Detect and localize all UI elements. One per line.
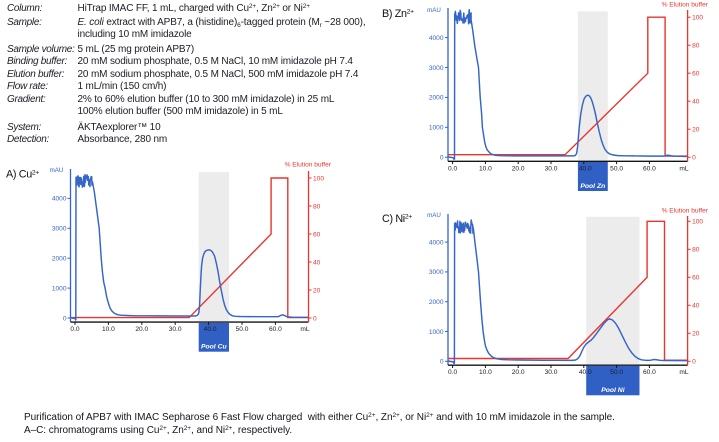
svg-text:1000: 1000 bbox=[429, 125, 444, 132]
svg-text:0: 0 bbox=[313, 315, 317, 322]
svg-text:mL: mL bbox=[679, 165, 688, 172]
svg-text:3000: 3000 bbox=[429, 269, 444, 276]
svg-text:Pool Zn: Pool Zn bbox=[580, 183, 605, 190]
svg-text:50.0: 50.0 bbox=[610, 165, 623, 172]
svg-text:40: 40 bbox=[692, 99, 700, 106]
svg-text:2000: 2000 bbox=[52, 256, 67, 263]
svg-text:2000: 2000 bbox=[429, 299, 444, 306]
svg-text:0.0: 0.0 bbox=[448, 369, 457, 376]
svg-text:Pool Ni: Pool Ni bbox=[601, 387, 625, 394]
svg-text:0.0: 0.0 bbox=[448, 165, 457, 172]
svg-text:30.0: 30.0 bbox=[545, 369, 558, 376]
svg-text:2000: 2000 bbox=[429, 95, 444, 102]
svg-text:50.0: 50.0 bbox=[236, 326, 249, 333]
svg-text:100: 100 bbox=[692, 219, 703, 226]
svg-text:0: 0 bbox=[692, 155, 696, 162]
svg-text:30.0: 30.0 bbox=[545, 165, 558, 172]
svg-text:30.0: 30.0 bbox=[169, 326, 182, 333]
svg-text:mL: mL bbox=[679, 369, 688, 376]
svg-text:% Elution buffer: % Elution buffer bbox=[285, 161, 332, 168]
svg-text:20: 20 bbox=[313, 287, 321, 294]
svg-text:A) Cu2+: A) Cu2+ bbox=[6, 169, 39, 181]
svg-text:60.0: 60.0 bbox=[643, 369, 656, 376]
svg-text:4000: 4000 bbox=[52, 196, 67, 203]
svg-text:80: 80 bbox=[313, 203, 321, 210]
svg-text:60.0: 60.0 bbox=[269, 326, 282, 333]
svg-text:4000: 4000 bbox=[429, 35, 444, 42]
svg-text:4000: 4000 bbox=[429, 239, 444, 246]
svg-text:0: 0 bbox=[440, 359, 444, 366]
svg-text:40: 40 bbox=[692, 303, 700, 310]
svg-text:40: 40 bbox=[313, 259, 321, 266]
svg-text:mAU: mAU bbox=[427, 212, 441, 219]
svg-text:40.0: 40.0 bbox=[579, 165, 592, 172]
svg-text:1000: 1000 bbox=[429, 329, 444, 336]
svg-text:60: 60 bbox=[692, 275, 700, 282]
svg-text:20.0: 20.0 bbox=[512, 165, 525, 172]
svg-text:10.0: 10.0 bbox=[102, 326, 115, 333]
svg-text:10.0: 10.0 bbox=[479, 369, 492, 376]
svg-text:20: 20 bbox=[692, 127, 700, 134]
svg-text:60: 60 bbox=[692, 71, 700, 78]
svg-text:mAU: mAU bbox=[50, 167, 64, 174]
svg-text:0: 0 bbox=[692, 359, 696, 366]
svg-text:10.0: 10.0 bbox=[479, 165, 492, 172]
svg-text:B) Zn2+: B) Zn2+ bbox=[382, 8, 414, 20]
svg-text:100: 100 bbox=[313, 175, 324, 182]
svg-text:0: 0 bbox=[440, 155, 444, 162]
svg-text:80: 80 bbox=[692, 247, 700, 254]
svg-text:80: 80 bbox=[692, 43, 700, 50]
svg-text:60.0: 60.0 bbox=[643, 165, 656, 172]
svg-text:C) Ni2+: C) Ni2+ bbox=[382, 213, 412, 225]
svg-text:20: 20 bbox=[692, 331, 700, 338]
svg-text:0: 0 bbox=[63, 315, 67, 322]
svg-text:20.0: 20.0 bbox=[512, 369, 525, 376]
svg-text:% Elution buffer: % Elution buffer bbox=[662, 2, 709, 9]
svg-text:40.0: 40.0 bbox=[204, 326, 217, 333]
svg-text:20.0: 20.0 bbox=[135, 326, 148, 333]
svg-text:3000: 3000 bbox=[429, 65, 444, 72]
svg-text:100: 100 bbox=[692, 15, 703, 22]
svg-text:3000: 3000 bbox=[52, 226, 67, 233]
svg-text:0.0: 0.0 bbox=[70, 326, 79, 333]
svg-text:1000: 1000 bbox=[52, 285, 67, 292]
svg-text:mAU: mAU bbox=[427, 7, 441, 14]
svg-text:Pool Cu: Pool Cu bbox=[201, 344, 228, 351]
svg-text:40.0: 40.0 bbox=[579, 369, 592, 376]
svg-text:% Elution buffer: % Elution buffer bbox=[662, 208, 709, 215]
svg-text:50.0: 50.0 bbox=[610, 369, 623, 376]
svg-text:60: 60 bbox=[313, 231, 321, 238]
svg-text:mL: mL bbox=[300, 326, 309, 333]
